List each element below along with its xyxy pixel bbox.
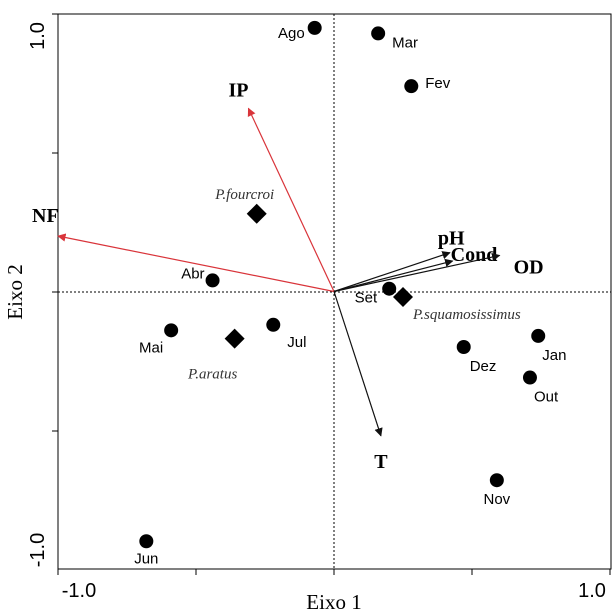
month-point	[456, 340, 471, 354]
species-point	[224, 328, 245, 349]
month-point	[489, 473, 504, 488]
vector-arrow	[333, 251, 451, 293]
species-label: P.fourcroi	[214, 187, 274, 203]
vector-arrow	[247, 107, 335, 292]
vector-label: OD	[514, 256, 544, 278]
vector-label: IP	[228, 79, 248, 101]
y-axis-label: Eixo 2	[3, 264, 27, 319]
month-label: Mai	[139, 339, 163, 356]
month-point	[307, 20, 322, 35]
vector-arrow	[333, 291, 383, 437]
species-point	[393, 287, 413, 308]
x-tick-label: 1.0	[578, 580, 606, 602]
x-tick-label: -1.0	[62, 580, 96, 602]
month-label: Jul	[287, 334, 306, 351]
month-label: Mar	[392, 34, 418, 51]
y-tick-label: 1.0	[27, 22, 49, 50]
vector-label: NF	[32, 205, 59, 227]
month-point	[139, 534, 154, 549]
species-label: P.squamosissimus	[412, 307, 521, 323]
species-point	[246, 203, 267, 224]
month-label: Jun	[134, 550, 158, 567]
month-point	[371, 26, 386, 41]
vector-arrow	[333, 258, 454, 293]
axis-ticks	[52, 13, 611, 575]
vector-arrow	[333, 252, 501, 293]
vector-arrow	[57, 233, 335, 293]
month-label: Nov	[483, 491, 510, 508]
species-label: P.aratus	[187, 367, 237, 383]
month-label: Ago	[278, 25, 305, 42]
month-label: Out	[534, 389, 559, 406]
month-points: Ago Mar Fev Abr Set Mai Jul Dez Jan Out Nov Jun	[134, 20, 566, 567]
month-label: Abr	[181, 265, 204, 282]
month-point	[404, 79, 419, 94]
y-tick-label: -1.0	[27, 533, 49, 567]
month-point	[266, 317, 281, 332]
month-label: Set	[355, 290, 378, 307]
month-point	[531, 328, 546, 343]
species-points: P.fourcroi P.squamosissimus P.aratus	[187, 187, 521, 383]
month-label: Jan	[542, 347, 566, 364]
month-point	[205, 273, 220, 288]
vector-label: pH	[438, 228, 465, 250]
month-label: Fev	[425, 75, 451, 92]
vector-label: T	[374, 451, 388, 473]
month-point	[382, 281, 397, 296]
x-axis-label: Eixo 1	[306, 590, 361, 612]
month-label: Dez	[470, 358, 497, 375]
vector-label: Cond	[451, 244, 498, 266]
month-point	[522, 370, 537, 385]
month-point	[164, 323, 179, 338]
